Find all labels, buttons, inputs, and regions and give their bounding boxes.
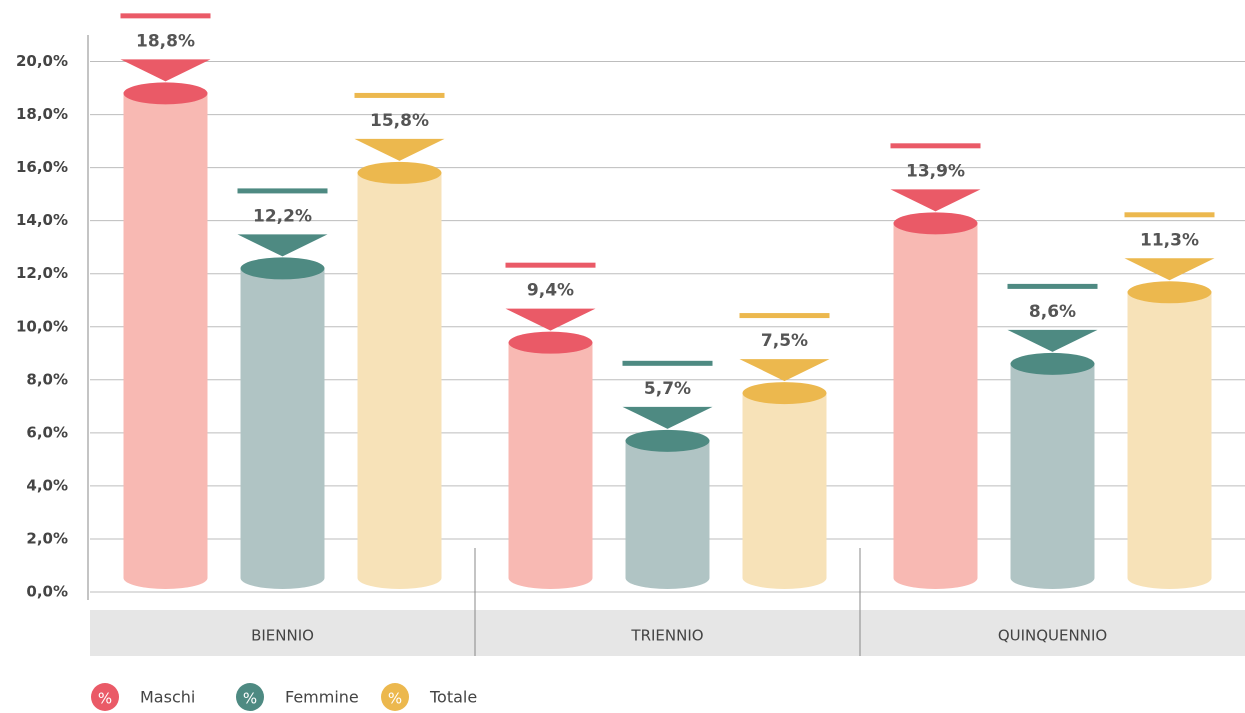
marker-arrow xyxy=(120,59,211,82)
marker-line xyxy=(1124,212,1215,218)
x-tick-label: QUINQUENNIO xyxy=(998,627,1107,645)
y-tick-label: 8,0% xyxy=(26,370,68,388)
value-label: 12,2% xyxy=(253,206,312,226)
x-tick-label: BIENNIO xyxy=(251,627,314,645)
bar xyxy=(357,172,442,578)
legend-label: Maschi xyxy=(140,688,195,707)
bar-top xyxy=(1010,352,1095,375)
bar-top xyxy=(625,429,710,452)
bar xyxy=(123,93,208,578)
y-tick-label: 20,0% xyxy=(16,52,68,70)
bar xyxy=(625,440,710,578)
value-label: 9,4% xyxy=(527,281,574,301)
y-tick-label: 10,0% xyxy=(16,317,68,335)
legend-symbol: % xyxy=(388,690,402,708)
bar xyxy=(240,268,325,578)
y-tick-label: 14,0% xyxy=(16,211,68,229)
marker-arrow xyxy=(1007,329,1098,352)
bar-top xyxy=(123,82,208,105)
y-tick-label: 4,0% xyxy=(26,476,68,494)
marker-arrow xyxy=(622,406,713,429)
marker-arrow xyxy=(354,138,445,161)
marker-line xyxy=(237,188,328,194)
y-tick-label: 16,0% xyxy=(16,158,68,176)
marker-line xyxy=(505,262,596,268)
value-label: 5,7% xyxy=(644,379,691,399)
marker-line xyxy=(120,13,211,19)
marker-arrow xyxy=(237,234,328,257)
marker-arrow xyxy=(505,308,596,331)
bar-top xyxy=(508,331,593,354)
bar-top xyxy=(240,257,325,280)
marker-line xyxy=(890,143,981,149)
marker-arrow xyxy=(739,359,830,382)
bar xyxy=(1127,292,1212,578)
x-tick-label: TRIENNIO xyxy=(630,627,703,645)
bar-top xyxy=(893,212,978,235)
marker-line xyxy=(1007,283,1098,289)
value-label: 15,8% xyxy=(370,111,429,131)
value-label: 7,5% xyxy=(761,331,808,351)
bar xyxy=(508,342,593,578)
legend-swatch xyxy=(381,683,409,711)
y-tick-label: 12,0% xyxy=(16,264,68,282)
bar xyxy=(742,393,827,578)
marker-line xyxy=(622,360,713,366)
bar-top xyxy=(742,382,827,405)
y-tick-label: 2,0% xyxy=(26,529,68,547)
bar-top xyxy=(357,161,442,184)
bar xyxy=(893,223,978,579)
legend-symbol: % xyxy=(98,690,112,708)
marker-line xyxy=(739,313,830,319)
bar-top xyxy=(1127,281,1212,304)
legend-label: Femmine xyxy=(285,688,359,707)
y-tick-label: 0,0% xyxy=(26,583,68,601)
legend-symbol: % xyxy=(243,690,257,708)
y-tick-label: 6,0% xyxy=(26,423,68,441)
marker-arrow xyxy=(1124,258,1215,281)
bar xyxy=(1010,363,1095,578)
legend-label: Totale xyxy=(429,688,477,707)
legend-swatch xyxy=(91,683,119,711)
value-label: 13,9% xyxy=(906,161,965,181)
legend-swatch xyxy=(236,683,264,711)
value-label: 8,6% xyxy=(1029,302,1076,322)
category-band xyxy=(90,610,1245,656)
y-tick-label: 18,0% xyxy=(16,105,68,123)
marker-arrow xyxy=(890,189,981,212)
value-label: 11,3% xyxy=(1140,230,1199,250)
value-label: 18,8% xyxy=(136,31,195,51)
marker-line xyxy=(354,92,445,98)
